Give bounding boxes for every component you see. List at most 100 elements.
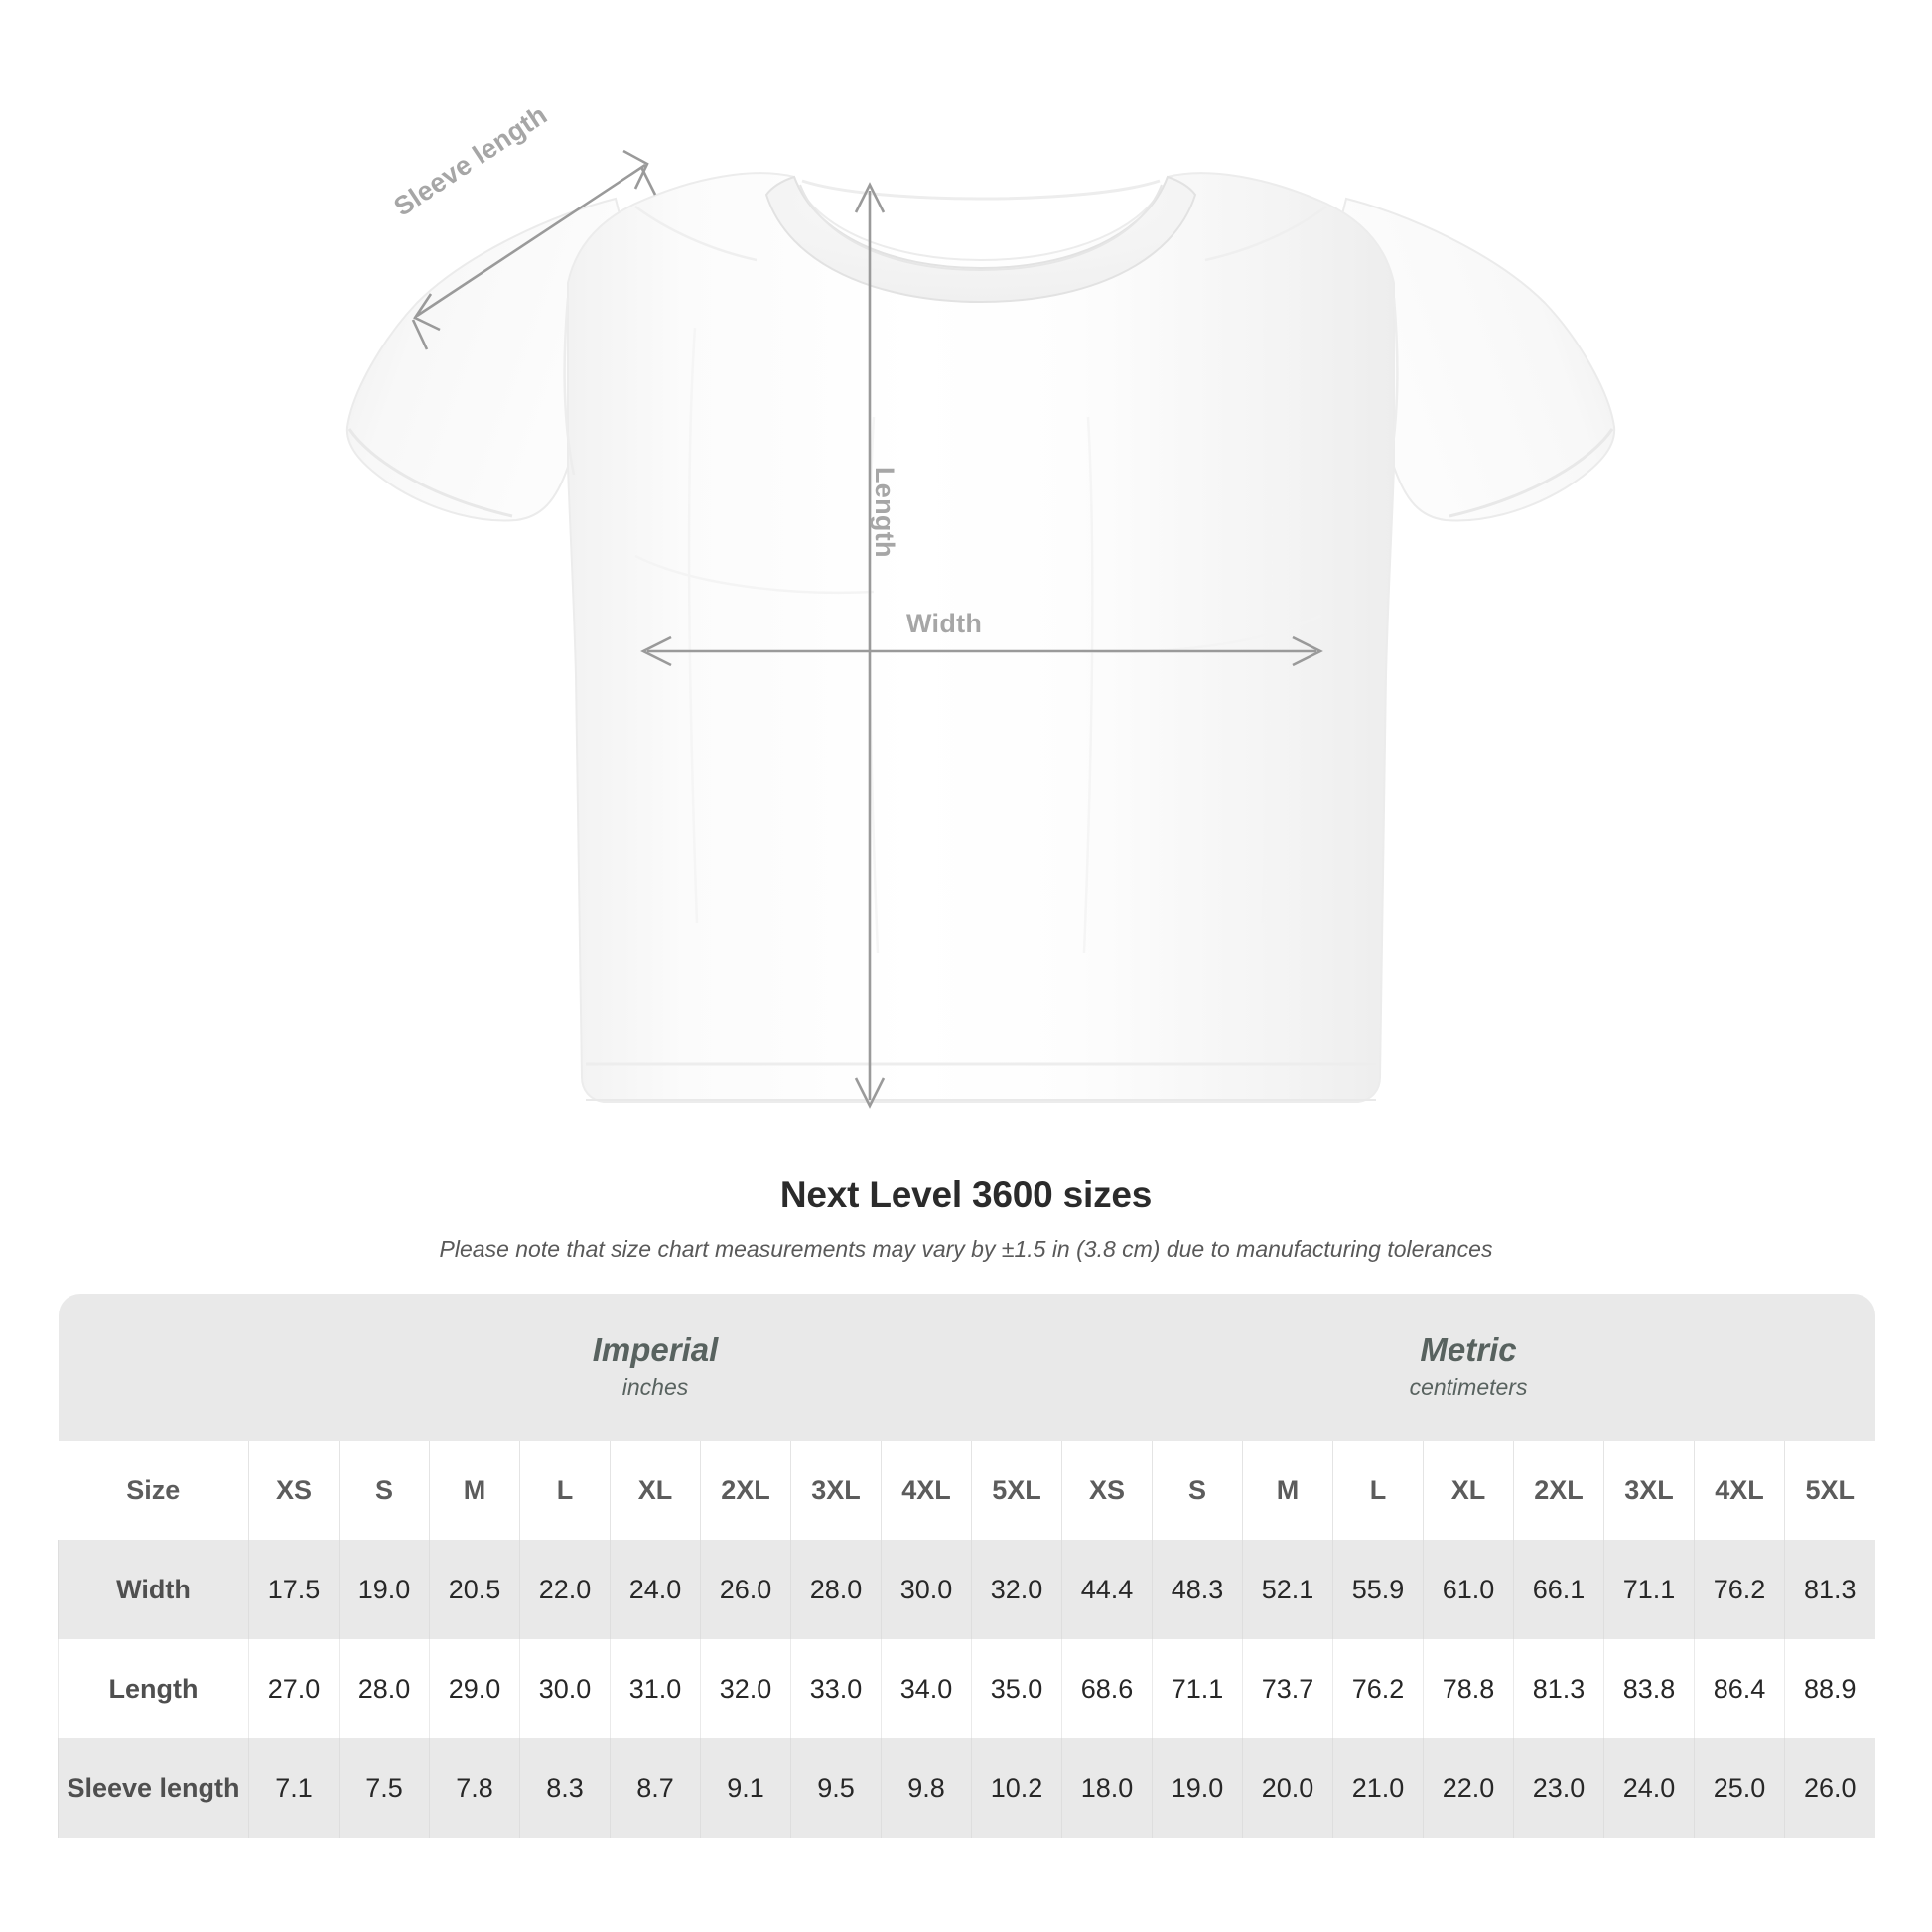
- width-arrow: [640, 635, 1323, 667]
- size-header-cell: S: [339, 1441, 430, 1540]
- size-header-cell: L: [1332, 1441, 1424, 1540]
- measurement-cell: 44.4: [1061, 1540, 1153, 1639]
- measurement-cell: 18.0: [1061, 1738, 1153, 1838]
- measurement-cell: 73.7: [1242, 1639, 1333, 1738]
- unit-header-spacer: [58, 1294, 249, 1441]
- width-annotation-label: Width: [906, 609, 983, 638]
- measurement-cell: 9.5: [790, 1738, 882, 1838]
- measurement-cell: 9.1: [700, 1738, 791, 1838]
- measurement-cell: 19.0: [1152, 1738, 1243, 1838]
- unit-sub-label: centimeters: [1409, 1374, 1528, 1401]
- measurement-cell: 24.0: [1603, 1738, 1695, 1838]
- tshirt-illustration-svg: [345, 149, 1616, 1109]
- size-header-cell: XS: [248, 1441, 340, 1540]
- sleeve-length-arrow: [411, 149, 657, 350]
- measurement-cell: 48.3: [1152, 1540, 1243, 1639]
- size-header-cell: XL: [1423, 1441, 1514, 1540]
- unit-name-label: Imperial: [592, 1331, 719, 1369]
- size-chart-table: Imperial inches Metric centimeters Size XS S M L…: [58, 1294, 1875, 1838]
- table-row: Sleeve length 7.1 7.5 7.8 8.3 8.7 9.1 9.5 9.8 10.…: [58, 1738, 1875, 1838]
- measurement-cell: 88.9: [1783, 1639, 1875, 1738]
- measurement-cell: 71.1: [1603, 1540, 1695, 1639]
- size-header-cell: S: [1152, 1441, 1243, 1540]
- measurement-cell: 52.1: [1242, 1540, 1333, 1639]
- measurement-cell: 22.0: [519, 1540, 611, 1639]
- measurement-cell: 20.5: [429, 1540, 520, 1639]
- unit-name-label: Metric: [1420, 1331, 1517, 1369]
- size-header-cell: 5XL: [971, 1441, 1062, 1540]
- measurement-cell: 76.2: [1694, 1540, 1785, 1639]
- measurement-cell: 27.0: [248, 1639, 340, 1738]
- measurement-cell: 32.0: [700, 1639, 791, 1738]
- tshirt-shape: [345, 172, 1616, 1103]
- measurement-cell: 34.0: [881, 1639, 972, 1738]
- row-label-length: Length: [58, 1639, 249, 1738]
- measurement-cell: 32.0: [971, 1540, 1062, 1639]
- measurement-cell: 19.0: [339, 1540, 430, 1639]
- row-label-sleeve-length: Sleeve length: [58, 1738, 249, 1838]
- table-row: Width 17.5 19.0 20.5 22.0 24.0 26.0 28.0 30.0 32.…: [58, 1540, 1875, 1639]
- tolerance-note: Please note that size chart measurements…: [439, 1236, 1493, 1262]
- size-header-cell: 2XL: [700, 1441, 791, 1540]
- measurement-cell: 28.0: [790, 1540, 882, 1639]
- size-header-row: Size XS S M L XL 2XL 3XL 4XL 5XL XS S M L XL 2XL 3XL 4XL 5…: [58, 1441, 1875, 1540]
- measurement-cell: 8.7: [610, 1738, 701, 1838]
- measurement-cell: 78.8: [1423, 1639, 1514, 1738]
- measurement-cell: 7.5: [339, 1738, 430, 1838]
- measurement-cell: 83.8: [1603, 1639, 1695, 1738]
- page-title: Next Level 3600 sizes: [779, 1174, 1153, 1215]
- measurement-cell: 35.0: [971, 1639, 1062, 1738]
- size-header-cell: L: [519, 1441, 611, 1540]
- measurement-cell: 29.0: [429, 1639, 520, 1738]
- measurement-cell: 21.0: [1332, 1738, 1424, 1838]
- measurement-cell: 61.0: [1423, 1540, 1514, 1639]
- measurement-cell: 66.1: [1513, 1540, 1604, 1639]
- unit-sub-label: inches: [621, 1374, 689, 1401]
- measurement-cell: 24.0: [610, 1540, 701, 1639]
- measurement-cell: 81.3: [1783, 1540, 1875, 1639]
- tshirt-diagram: Sleeve length Length Width: [345, 99, 1616, 1109]
- table-row: Length 27.0 28.0 29.0 30.0 31.0 32.0 33.0 34.0 35…: [58, 1639, 1875, 1738]
- size-header-cell: 4XL: [1694, 1441, 1785, 1540]
- measurement-cell: 76.2: [1332, 1639, 1424, 1738]
- size-header-label: Size: [58, 1441, 249, 1540]
- measurement-cell: 28.0: [339, 1639, 430, 1738]
- measurement-cell: 26.0: [1783, 1738, 1875, 1838]
- measurement-cell: 20.0: [1242, 1738, 1333, 1838]
- measurement-arrows: [411, 149, 1323, 1109]
- measurement-cell: 30.0: [881, 1540, 972, 1639]
- length-annotation-label: Length: [870, 467, 899, 558]
- size-header-cell: 3XL: [1603, 1441, 1695, 1540]
- size-header-cell: XL: [610, 1441, 701, 1540]
- measurement-cell: 7.1: [248, 1738, 340, 1838]
- measurement-cell: 30.0: [519, 1639, 611, 1738]
- measurement-cell: 25.0: [1694, 1738, 1785, 1838]
- size-header-cell: M: [429, 1441, 520, 1540]
- measurement-cell: 17.5: [248, 1540, 340, 1639]
- measurement-cell: 23.0: [1513, 1738, 1604, 1838]
- size-header-cell: M: [1242, 1441, 1333, 1540]
- unit-header-row: Imperial inches Metric centimeters: [58, 1294, 1875, 1441]
- measurement-cell: 22.0: [1423, 1738, 1514, 1838]
- size-header-cell: 5XL: [1783, 1441, 1875, 1540]
- size-header-cell: 4XL: [881, 1441, 972, 1540]
- measurement-cell: 7.8: [429, 1738, 520, 1838]
- unit-header-metric: Metric centimeters: [1061, 1294, 1875, 1441]
- length-arrow: [854, 182, 886, 1109]
- measurement-cell: 55.9: [1332, 1540, 1424, 1639]
- size-header-cell: XS: [1061, 1441, 1153, 1540]
- size-table-container: Imperial inches Metric centimeters Size XS S M L…: [58, 1294, 1875, 1838]
- measurement-cell: 68.6: [1061, 1639, 1153, 1738]
- measurement-cell: 10.2: [971, 1738, 1062, 1838]
- measurement-cell: 33.0: [790, 1639, 882, 1738]
- measurement-cell: 86.4: [1694, 1639, 1785, 1738]
- measurement-cell: 31.0: [610, 1639, 701, 1738]
- measurement-cell: 81.3: [1513, 1639, 1604, 1738]
- size-header-cell: 2XL: [1513, 1441, 1604, 1540]
- measurement-cell: 8.3: [519, 1738, 611, 1838]
- row-label-width: Width: [58, 1540, 249, 1639]
- measurement-cell: 26.0: [700, 1540, 791, 1639]
- measurement-cell: 71.1: [1152, 1639, 1243, 1738]
- size-header-cell: 3XL: [790, 1441, 882, 1540]
